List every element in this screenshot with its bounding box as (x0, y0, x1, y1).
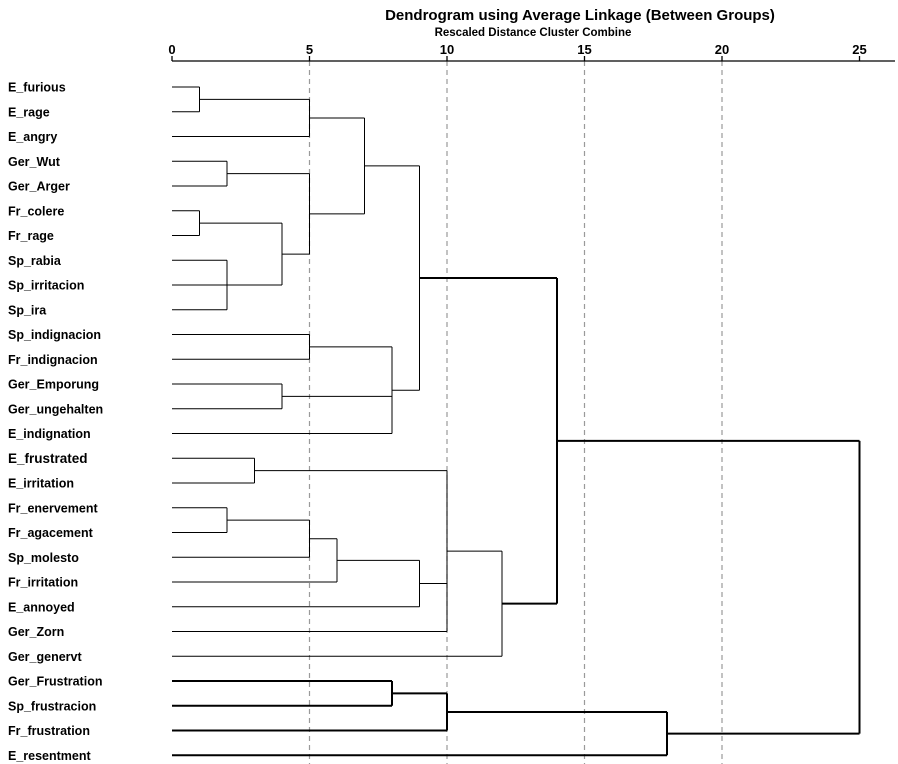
leaf-label-e-frustrated: E_frustrated (8, 451, 88, 466)
axis-tick-label-25: 25 (852, 42, 866, 57)
leaf-label-sp-irritacion: Sp_irritacion (8, 279, 84, 293)
axis-tick-label-15: 15 (577, 42, 591, 57)
chart-subtitle: Rescaled Distance Cluster Combine (435, 27, 632, 39)
axis-tick-label-5: 5 (306, 42, 313, 57)
leaf-label-sp-indignacion: Sp_indignacion (8, 328, 101, 342)
leaf-label-ger-genervt: Ger_genervt (8, 650, 82, 664)
leaf-label-ger-emporung: Ger_Emporung (8, 378, 99, 392)
axis-tick-label-10: 10 (440, 42, 454, 57)
leaf-label-e-irritation: E_irritation (8, 477, 74, 491)
leaf-label-ger-frustration: Ger_Frustration (8, 675, 102, 689)
leaf-label-sp-frustracion: Sp_frustracion (8, 699, 96, 713)
grid-lines (308, 61, 723, 764)
leaf-label-e-annoyed: E_annoyed (8, 600, 75, 614)
leaf-label-fr-indignacion: Fr_indignacion (8, 353, 98, 367)
leaf-label-e-furious: E_furious (8, 81, 66, 95)
branches (172, 86, 861, 757)
leaf-label-ger-wut: Ger_Wut (8, 155, 61, 169)
leaf-label-e-indignation: E_indignation (8, 427, 91, 441)
chart-title: Dendrogram using Average Linkage (Betwee… (385, 7, 775, 24)
leaf-label-sp-molesto: Sp_molesto (8, 551, 79, 565)
leaf-label-ger-arger: Ger_Arger (8, 180, 70, 194)
leaf-label-e-rage: E_rage (8, 105, 50, 119)
leaf-label-fr-enervement: Fr_enervement (8, 501, 98, 515)
leaf-label-ger-ungehalten: Ger_ungehalten (8, 402, 103, 416)
leaf-label-fr-agacement: Fr_agacement (8, 526, 94, 540)
leaf-label-fr-rage: Fr_rage (8, 229, 54, 243)
leaf-label-e-angry: E_angry (8, 130, 57, 144)
leaf-label-fr-irritation: Fr_irritation (8, 576, 78, 590)
leaf-label-sp-rabia: Sp_rabia (8, 254, 62, 268)
leaf-label-fr-frustration: Fr_frustration (8, 724, 90, 738)
axis-tick-label-20: 20 (715, 42, 729, 57)
leaf-label-fr-colere: Fr_colere (8, 204, 64, 218)
leaf-labels: E_furious E_rage E_angry Ger_Wut Ger_Arger Fr… (8, 81, 103, 763)
axis-tick-label-0: 0 (168, 42, 175, 57)
distance-axis: 0 5 10 15 20 25 (168, 42, 895, 62)
leaf-label-sp-ira: Sp_ira (8, 303, 47, 317)
leaf-label-e-resentment: E_resentment (8, 749, 92, 763)
leaf-label-ger-zorn: Ger_Zorn (8, 625, 64, 639)
